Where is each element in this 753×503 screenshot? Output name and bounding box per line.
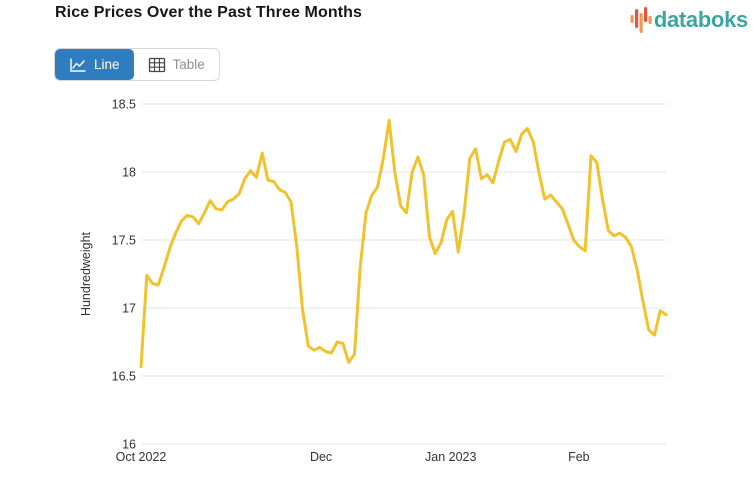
- y-axis-title: Hundredweight: [79, 231, 93, 316]
- y-tick-label: 17.5: [112, 234, 136, 248]
- databoks-logo-text: databoks: [653, 7, 748, 32]
- y-tick-label: 17: [122, 302, 136, 316]
- table-view-label: Table: [172, 57, 205, 72]
- page-title: Rice Prices Over the Past Three Months: [55, 4, 363, 21]
- line-view-button[interactable]: Line: [55, 49, 134, 80]
- price-series-line: [139, 118, 668, 368]
- x-tick-label: Dec: [310, 450, 332, 464]
- y-tick-label: 16: [122, 438, 136, 452]
- x-tick-label: Feb: [568, 450, 590, 464]
- table-grid-icon: [148, 57, 165, 72]
- y-tick-label: 18: [122, 166, 136, 180]
- line-chart-icon: [70, 58, 86, 72]
- view-toggle-group: Line Table: [54, 48, 220, 81]
- databoks-logo-icon: [630, 7, 652, 33]
- databoks-logo: databoks: [629, 6, 748, 34]
- line-view-label: Line: [94, 57, 120, 72]
- table-view-button[interactable]: Table: [134, 49, 219, 80]
- y-tick-label: 16.5: [112, 370, 136, 384]
- x-tick-label: Jan 2023: [425, 450, 476, 464]
- x-tick-label: Oct 2022: [116, 450, 167, 464]
- y-tick-label: 18.5: [112, 98, 136, 112]
